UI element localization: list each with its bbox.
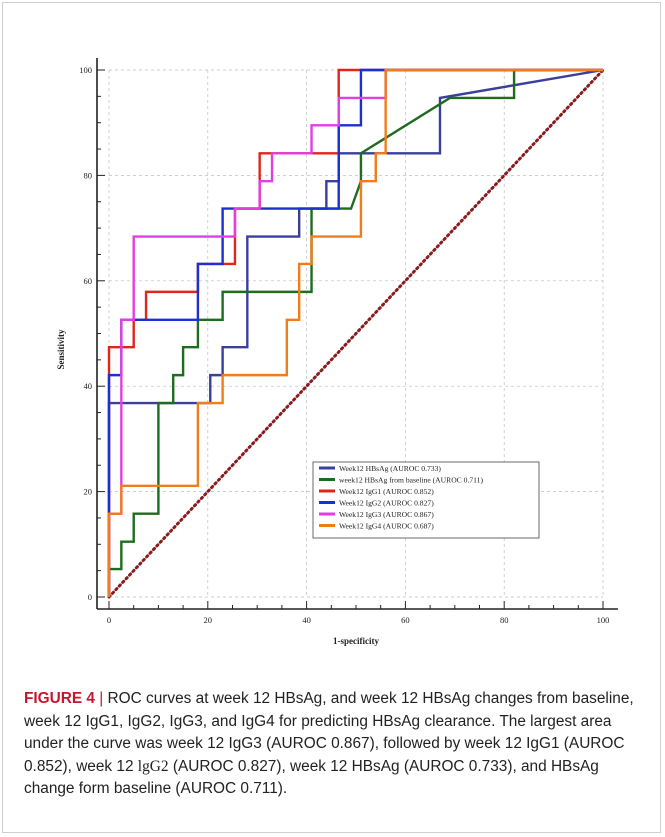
legend-label-5: Week12 IgG3 (AUROC 0.867)	[339, 510, 434, 519]
x-tick-label: 100	[597, 615, 610, 625]
x-tick-label: 80	[500, 615, 509, 625]
legend-label-6: Week12 IgG4 (AUROC 0.687)	[339, 522, 434, 531]
y-tick-label: 60	[84, 276, 93, 286]
caption-text-1: ROC curves at week 12 HBsAg, and week 12…	[24, 690, 634, 775]
legend-label-2: week12 HBsAg from baseline (AUROC 0.711)	[339, 476, 483, 485]
y-tick-label: 40	[84, 381, 93, 391]
x-axis-label: 1-specificity	[333, 636, 379, 646]
series-line-6	[107, 68, 603, 597]
series-line-5	[107, 68, 603, 597]
chart-legend: Week12 HBsAg (AUROC 0.733) week12 HBsAg f…	[312, 461, 540, 539]
reference-diagonal-line	[107, 68, 605, 599]
chart-labels: 0 20 40 60 80 100 0 20 40 60 80 100 1-specificity Sen…	[56, 65, 609, 646]
series-line-2	[107, 68, 603, 597]
legend-label-1: Week12 HBsAg (AUROC 0.733)	[339, 464, 441, 473]
caption-text-lgg2: lgG2	[137, 757, 169, 775]
chart-series	[107, 68, 605, 599]
legend-label-3: Week12 IgG1 (AUROC 0.852)	[339, 487, 434, 496]
series-line-1	[107, 68, 604, 597]
x-tick-label: 20	[204, 615, 213, 625]
y-tick-label: 100	[79, 65, 92, 75]
roc-chart: 0 20 40 60 80 100 0 20 40 60 80 100 1-specificity Sen…	[56, 58, 618, 646]
y-axis-label: Sensitivity	[56, 329, 66, 370]
caption-text-2: (AUROC 0.827), week 12 HBsAg (AUROC 0.73…	[24, 757, 599, 798]
y-tick-label: 0	[88, 592, 92, 602]
legend-label-4: Week12 IgG2 (AUROC 0.827)	[339, 499, 434, 508]
figure-caption: FIGURE 4 | ROC curves at week 12 HBsAg, …	[24, 688, 644, 801]
legend-box	[312, 461, 540, 539]
x-tick-label: 40	[302, 615, 311, 625]
chart-axes	[96, 58, 618, 610]
y-tick-label: 80	[84, 170, 93, 180]
figure-label: FIGURE 4	[24, 690, 95, 707]
y-tick-label: 20	[84, 487, 93, 497]
figure-separator: |	[99, 690, 104, 707]
x-tick-label: 0	[107, 615, 111, 625]
x-tick-label: 60	[401, 615, 410, 625]
